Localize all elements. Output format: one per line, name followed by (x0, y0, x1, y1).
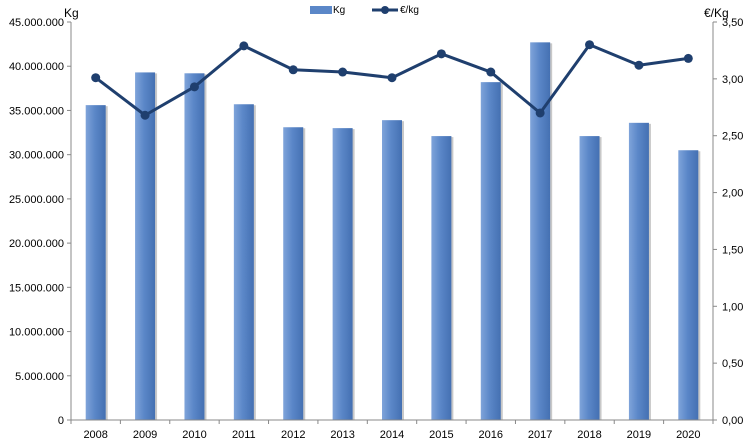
legend-label-line: €/kg (400, 5, 419, 16)
line-point-2008 (91, 73, 101, 83)
line-point-2010 (189, 82, 199, 92)
y-tick-label: 35.000.000 (9, 105, 64, 117)
line-point-2009 (140, 110, 150, 120)
x-tick-label: 2009 (133, 429, 157, 441)
y2-axis-title: €/Kg (704, 6, 729, 20)
y-tick-label: 5.000.000 (15, 371, 64, 383)
line-point-2017 (535, 108, 545, 118)
y-tick-label: 25.000.000 (9, 194, 64, 206)
bar-2018 (579, 136, 600, 421)
y2-tick-label: 3,50 (722, 17, 743, 29)
y-tick-label: 0 (58, 415, 64, 427)
y-tick-label: 30.000.000 (9, 150, 64, 162)
y-tick-label: 15.000.000 (9, 282, 64, 294)
y2-tick-label: 3,00 (722, 74, 743, 86)
x-tick-label: 2008 (83, 429, 107, 441)
y2-tick-label: 2,50 (722, 131, 743, 143)
x-tick-label: 2015 (429, 429, 453, 441)
line-point-2013 (338, 67, 348, 77)
legend-label-bar: Kg (333, 5, 345, 16)
line-point-2012 (288, 65, 298, 75)
line-point-2020 (683, 53, 693, 63)
line-point-2016 (486, 67, 496, 77)
bar-2016 (480, 82, 501, 421)
line-point-2018 (585, 40, 595, 50)
legend: Kg €/kg (310, 5, 419, 16)
x-tick-label: 2019 (627, 429, 651, 441)
axes (70, 22, 714, 421)
bar-2011 (233, 104, 254, 421)
bar-2009 (135, 72, 156, 420)
x-tick-label: 2017 (528, 429, 552, 441)
y2-tick-label: 0,00 (722, 415, 743, 427)
x-tick-label: 2013 (330, 429, 354, 441)
x-tick-label: 2014 (380, 429, 404, 441)
line-point-2019 (634, 60, 644, 70)
x-tick-label: 2010 (182, 429, 206, 441)
y2-axis-ticks: 0,00 0,50 1,00 1,50 2,00 2,50 3,00 3,50 (713, 17, 743, 427)
bar-2008 (85, 105, 106, 420)
y2-tick-label: 2,00 (722, 188, 743, 200)
x-tick-label: 2011 (232, 429, 256, 441)
bar-2015 (431, 136, 452, 421)
legend-swatch-bar (310, 6, 332, 14)
x-tick-label: 2018 (577, 429, 601, 441)
y-tick-label: 10.000.000 (9, 327, 64, 339)
x-tick-label: 2016 (479, 429, 503, 441)
bar-series (85, 42, 701, 421)
legend-marker-line (381, 6, 389, 14)
y-tick-label: 20.000.000 (9, 238, 64, 250)
x-tick-label: 2012 (281, 429, 305, 441)
y2-tick-label: 1,50 (722, 244, 743, 256)
line-series (91, 40, 693, 120)
bar-2019 (628, 122, 649, 421)
x-axis-ticks: 2008 2009 2010 2011 2012 2013 2014 2015 2016 2017… (70, 420, 714, 441)
bar-2012 (283, 127, 304, 420)
y2-tick-label: 1,00 (722, 301, 743, 313)
line-point-2011 (239, 41, 249, 51)
x-tick-label: 2020 (676, 429, 700, 441)
bar-2020 (678, 150, 699, 420)
bar-2010 (184, 73, 205, 420)
y-tick-label: 45.000.000 (9, 17, 64, 29)
line-point-2014 (387, 73, 397, 83)
bar-2014 (382, 120, 402, 420)
bar-2013 (332, 128, 353, 420)
y2-tick-label: 0,50 (722, 358, 743, 370)
y-axis-title: Kg (64, 6, 79, 20)
y-axis-ticks: 0 5.000.000 10.000.000 15.000.000 20.000.000… (9, 17, 71, 427)
y-tick-label: 40.000.000 (9, 61, 64, 73)
line-point-2015 (436, 49, 446, 59)
bar-2017 (530, 42, 551, 420)
